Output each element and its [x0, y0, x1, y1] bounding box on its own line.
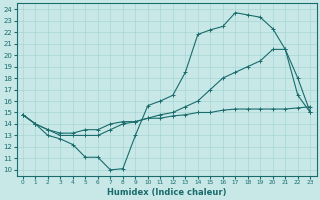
- X-axis label: Humidex (Indice chaleur): Humidex (Indice chaleur): [107, 188, 226, 197]
